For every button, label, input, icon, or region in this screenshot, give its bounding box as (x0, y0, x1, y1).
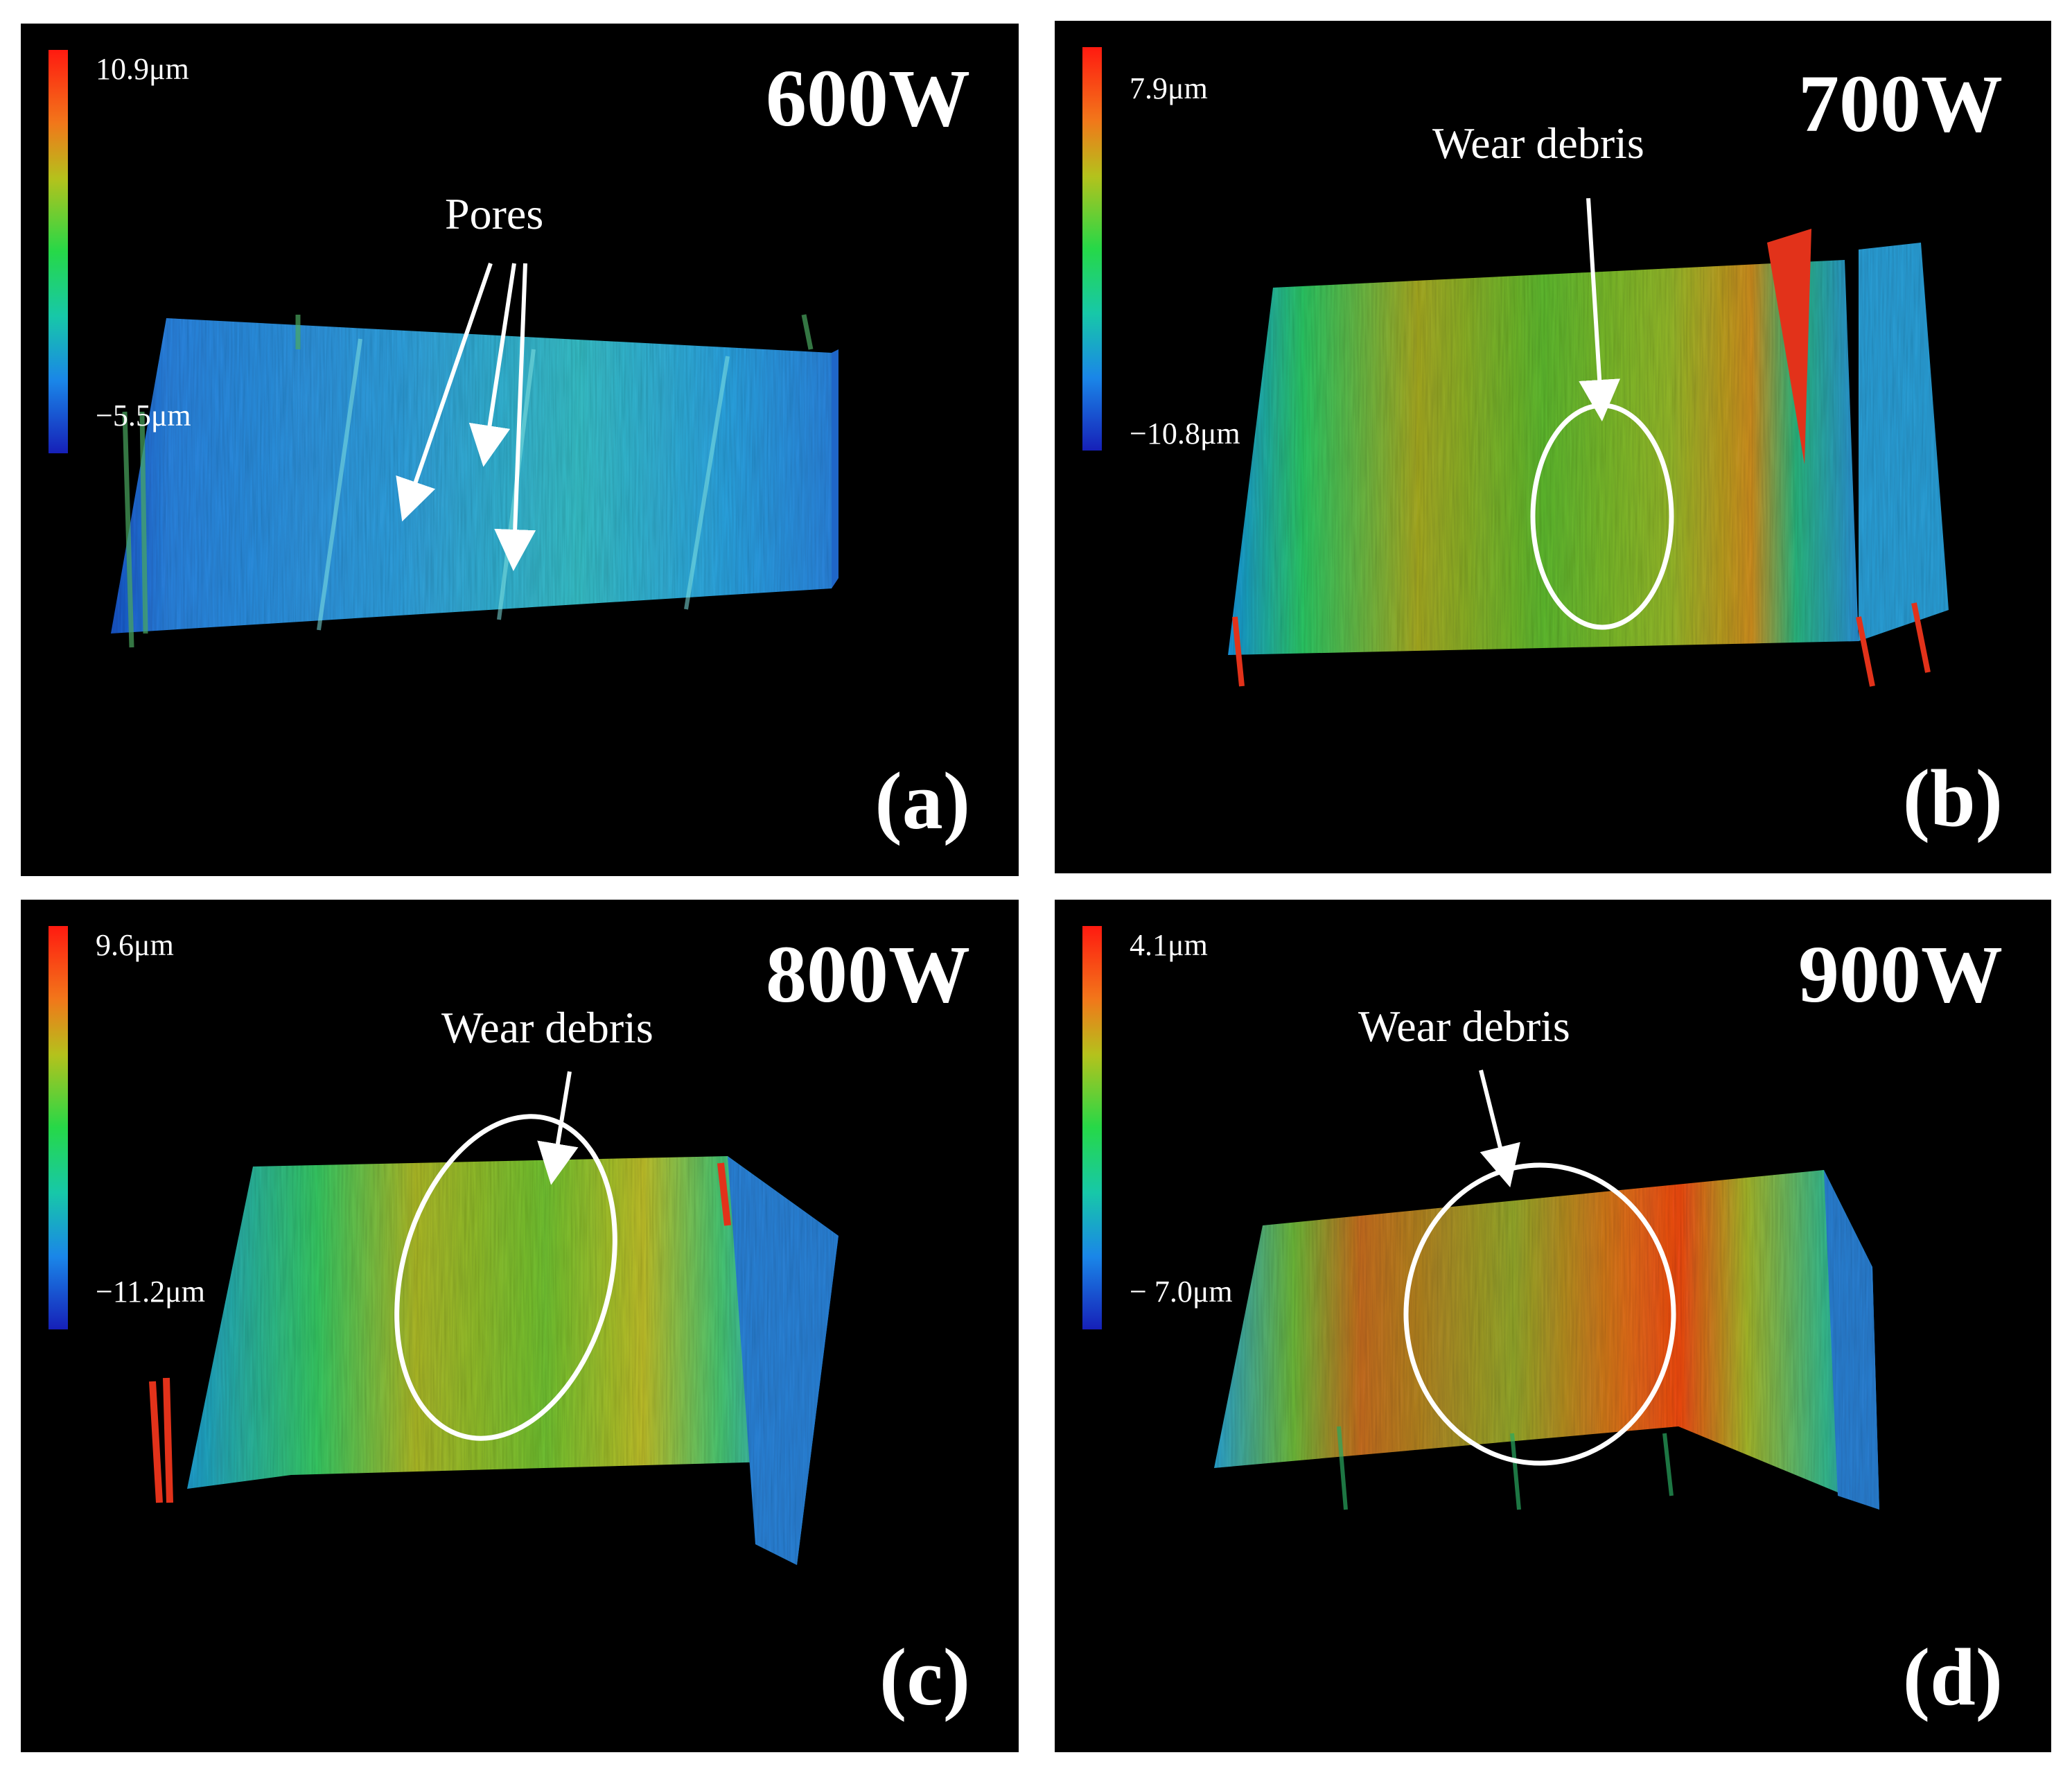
panel-label: (a) (875, 756, 970, 846)
annotation-arrows (396, 263, 536, 571)
surface-plot-d (1214, 1170, 1879, 1510)
surface-plot-a (111, 314, 839, 648)
scale-min-label: −5.5μm (96, 399, 191, 433)
panel-label: (c) (879, 1632, 970, 1722)
power-label: 600W (766, 53, 970, 143)
panel-d: 4.1μm − 7.0μm 900W (d) Wear debris (1055, 900, 2051, 1752)
color-scale-bar (1082, 47, 1102, 451)
annotation-marks (1530, 198, 1674, 630)
annotation-label: Pores (445, 189, 544, 238)
panel-label: (d) (1902, 1632, 2003, 1722)
surface-plot-c (149, 1156, 839, 1565)
power-label: 800W (766, 929, 970, 1020)
annotation-label: Wear debris (441, 1003, 653, 1052)
panel-b: 7.9μm −10.8μm 700W (b) Wear debris (1055, 21, 2051, 873)
annotation-label: Wear debris (1358, 1002, 1570, 1051)
scale-min-label: −11.2μm (96, 1275, 205, 1309)
scale-min-label: −10.8μm (1130, 417, 1240, 451)
color-scale-bar (49, 926, 68, 1329)
power-label: 700W (1798, 58, 2003, 149)
power-label: 900W (1798, 929, 2003, 1020)
scale-max-label: 7.9μm (1130, 71, 1208, 105)
annotation-marks (1403, 1069, 1676, 1466)
panel-a: 10.9μm −5.5μm 600W (a) Pores (21, 24, 1019, 876)
scale-max-label: 4.1μm (1130, 928, 1208, 962)
annotation-marks (394, 1071, 617, 1441)
scale-max-label: 10.9μm (96, 52, 189, 86)
panel-c: 9.6μm −11.2μm 800W (c) Wear debris (21, 900, 1019, 1752)
panel-label: (b) (1902, 753, 2003, 844)
scale-max-label: 9.6μm (96, 928, 174, 962)
scale-min-label: − 7.0μm (1130, 1275, 1233, 1309)
color-scale-bar (1082, 926, 1102, 1329)
color-scale-bar (49, 50, 68, 453)
annotation-label: Wear debris (1432, 119, 1644, 168)
